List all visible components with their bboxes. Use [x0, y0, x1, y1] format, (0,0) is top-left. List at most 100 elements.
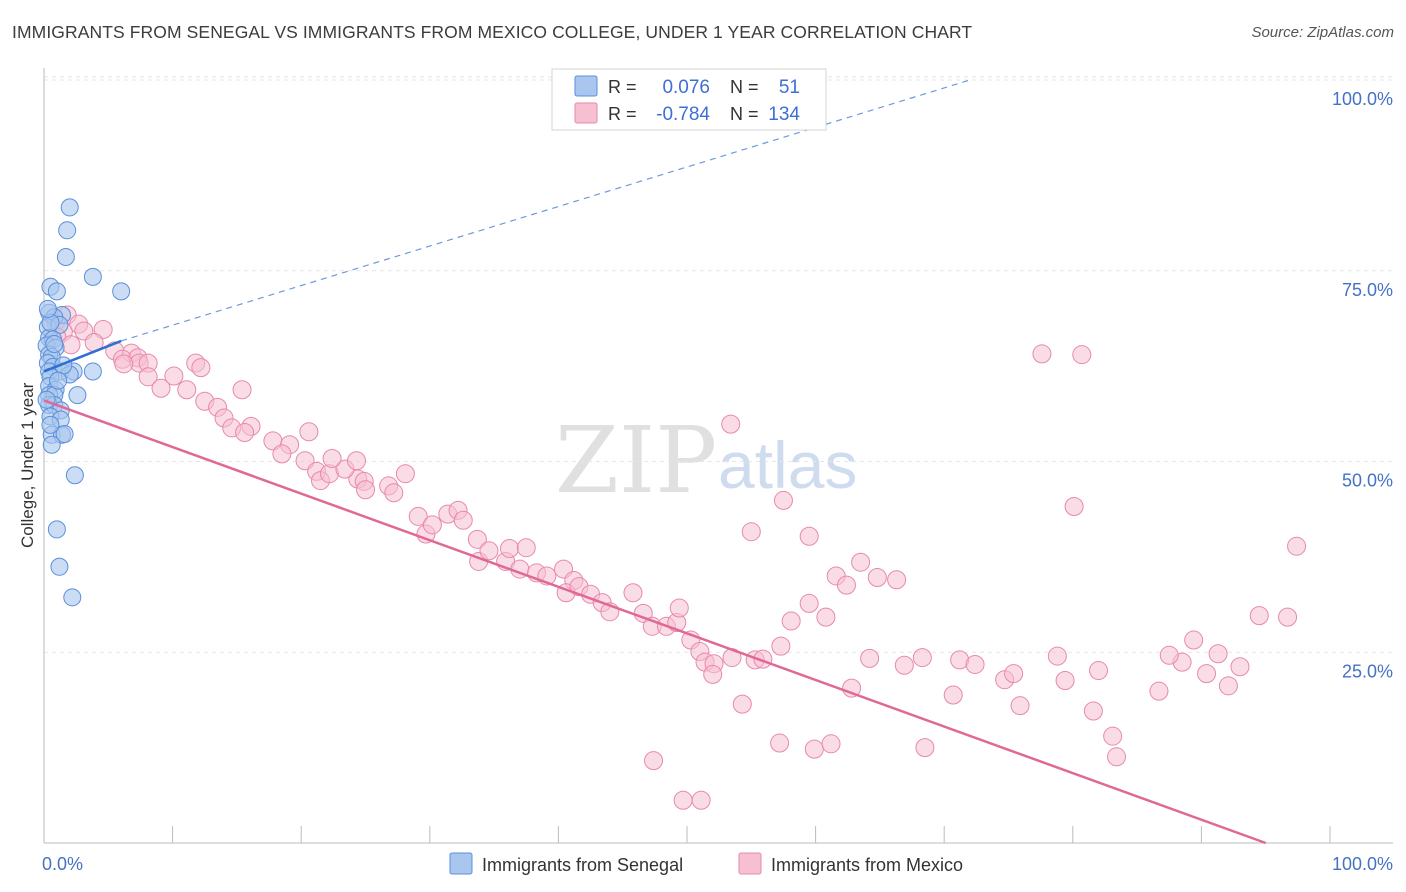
mexico-point-125: [1032, 344, 1052, 364]
mexico-point-115: [1249, 606, 1269, 626]
mexico-point-84: [799, 593, 819, 613]
mexico-point-137: [732, 694, 752, 714]
mexico-point-79: [703, 664, 723, 684]
mexico-point-100: [1010, 696, 1030, 716]
mexico-point-102: [1055, 670, 1075, 690]
mexico-point-15: [114, 354, 134, 374]
mexico-point-87: [836, 575, 856, 595]
mexico-point-104: [1103, 726, 1123, 746]
senegal-swatch: [574, 75, 598, 97]
mexico-point-82: [771, 636, 791, 656]
axes: [43, 68, 1393, 844]
stats-legend-box: [551, 68, 827, 131]
mexico-point-17: [164, 366, 184, 386]
senegal-point-41: [47, 520, 66, 539]
mexico-point-45: [299, 422, 319, 442]
mexico-point-4: [93, 320, 113, 340]
mexico-point-133: [691, 790, 711, 810]
mexico-point-28: [235, 423, 255, 443]
mexico-point-7: [61, 335, 81, 355]
mexico-point-88: [851, 552, 871, 572]
senegal-point-6: [47, 282, 66, 301]
watermark: ZIP atlas: [555, 407, 857, 514]
x-tick-label-max: 100.0%: [1332, 854, 1393, 874]
mexico-point-91: [860, 648, 880, 668]
mexico-point-16: [138, 367, 158, 387]
mexico-point-51: [453, 510, 473, 530]
mexico-point-127: [773, 490, 793, 510]
y-tick-label-50: 50.0%: [1342, 471, 1393, 491]
mexico-point-130: [741, 522, 761, 542]
mexico-point-110: [1184, 630, 1204, 650]
trend-lines: [43, 79, 1267, 845]
mexico-point-54: [479, 541, 499, 561]
legend-senegal-swatch: [449, 852, 473, 875]
mexico-point-89: [867, 567, 887, 587]
senegal-point-42: [50, 557, 69, 576]
x-tick-label-min: 0.0%: [42, 854, 83, 874]
mexico-point-99: [1004, 664, 1024, 684]
mexico-point-57: [516, 538, 536, 558]
mexico-point-136: [821, 734, 841, 754]
mexico-point-96: [943, 685, 963, 705]
mexico-point-68: [623, 583, 643, 603]
mexico-point-107: [1149, 681, 1169, 701]
mexico-point-46: [408, 506, 428, 526]
mexico-point-19: [191, 358, 211, 378]
mexico-point-138: [915, 738, 935, 758]
senegal-point-47: [45, 334, 64, 353]
senegal-r-label: R =: [608, 77, 637, 97]
senegal-point-30: [68, 386, 87, 405]
legend-mexico-swatch: [738, 852, 762, 875]
mexico-point-44: [346, 451, 366, 471]
mexico-point-101: [1047, 646, 1067, 666]
series-mexico-points: [46, 305, 1307, 810]
mexico-swatch: [574, 102, 598, 124]
mexico-point-31: [272, 444, 292, 464]
series-legend: Immigrants from Senegal Immigrants from …: [449, 852, 963, 875]
y-tick-label-100: 100.0%: [1332, 89, 1393, 109]
mexico-point-94: [912, 648, 932, 668]
mexico-point-113: [1218, 676, 1238, 696]
mexico-point-52: [467, 529, 487, 549]
mexico-point-116: [1278, 607, 1298, 627]
mexico-point-90: [887, 570, 907, 590]
mexico-point-23: [232, 380, 252, 400]
senegal-point-40: [65, 466, 84, 485]
mexico-point-114: [1230, 657, 1250, 677]
mexico-point-40: [356, 480, 375, 500]
mexico-point-128: [799, 526, 819, 546]
mexico-r-value: -0.784: [656, 104, 710, 125]
senegal-point-23: [83, 362, 102, 381]
senegal-point-2: [56, 248, 75, 267]
y-tick-label-25: 25.0%: [1342, 661, 1393, 681]
y-tick-label-75: 75.0%: [1342, 280, 1393, 300]
source-label: Source: ZipAtlas.com: [1251, 24, 1394, 41]
senegal-r-value: 0.076: [662, 77, 710, 98]
mexico-point-129: [721, 414, 741, 434]
senegal-point-1: [58, 221, 77, 240]
chart-title: IMMIGRANTS FROM SENEGAL VS IMMIGRANTS FR…: [12, 22, 973, 42]
mexico-point-56: [500, 538, 520, 558]
legend-mexico-label: Immigrants from Mexico: [771, 855, 963, 875]
mexico-point-126: [1072, 345, 1092, 365]
y-tick-labels: 25.0% 50.0% 75.0% 100.0%: [1332, 89, 1393, 681]
mexico-point-73: [669, 598, 689, 618]
senegal-point-3: [83, 267, 102, 286]
gridlines: [44, 76, 1393, 653]
mexico-point-83: [781, 611, 801, 631]
mexico-point-124: [1064, 497, 1084, 517]
mexico-point-105: [1107, 747, 1127, 767]
mexico-point-109: [1159, 645, 1179, 665]
mexico-point-21: [177, 380, 197, 400]
mexico-n-label: N =: [730, 104, 759, 124]
mexico-point-97: [965, 654, 985, 674]
mexico-point-38: [322, 448, 342, 468]
senegal-point-48: [37, 390, 56, 409]
mexico-point-112: [1208, 644, 1228, 664]
senegal-trend-extension: [120, 79, 971, 342]
senegal-point-45: [38, 299, 57, 318]
mexico-point-85: [816, 607, 836, 627]
mexico-point-93: [894, 655, 914, 675]
